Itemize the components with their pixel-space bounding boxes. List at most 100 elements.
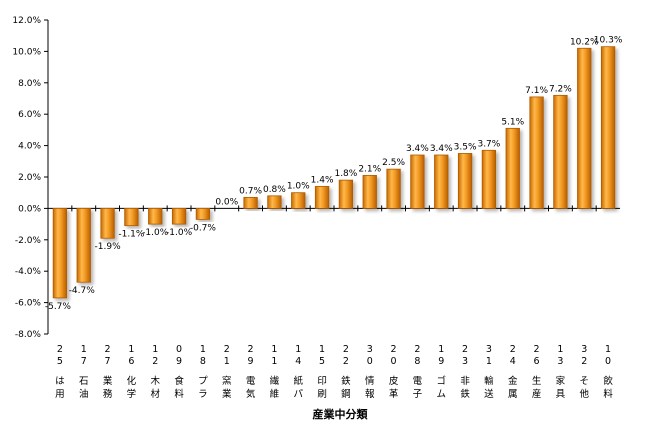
data-label: 0.0% — [215, 197, 238, 207]
category-name-char: 情 — [365, 375, 375, 387]
data-label: -5.7% — [45, 302, 72, 312]
category-code-digit: 2 — [343, 344, 349, 355]
data-label: 0.8% — [263, 185, 286, 195]
category-code-digit: 1 — [486, 356, 492, 367]
category-code-digit: 7 — [81, 356, 87, 367]
category-name-char: 業 — [103, 375, 113, 387]
bar — [148, 207, 163, 225]
data-label: 1.0% — [287, 182, 310, 192]
category-code-digit: 1 — [128, 344, 134, 355]
bar — [505, 127, 520, 209]
y-tick-label: -6.0% — [15, 299, 42, 309]
data-label: 2.5% — [382, 158, 405, 168]
category-code-digit: 2 — [391, 344, 397, 355]
bar — [338, 179, 354, 209]
data-label: 1.4% — [311, 175, 334, 185]
category-code-digit: 9 — [176, 356, 182, 367]
y-tick-label: -4.0% — [15, 267, 42, 277]
category-name-char: 飲 — [603, 375, 613, 387]
category-code-digit: 2 — [534, 344, 540, 355]
category-name-char: 生 — [532, 375, 542, 387]
category-code-digit: 1 — [271, 344, 277, 355]
category-name-char: 非 — [460, 375, 470, 387]
category-name-char: 送 — [484, 388, 494, 400]
category-name-char: 家 — [556, 375, 566, 387]
data-label: -1.0% — [166, 228, 193, 238]
category-name-char: 子 — [413, 389, 423, 400]
bar — [434, 154, 449, 209]
category-code-digit: 4 — [510, 356, 516, 367]
category-name-char: 金 — [508, 375, 518, 387]
category-name-char: 鉄 — [460, 388, 470, 400]
y-tick-label: 6.0% — [18, 110, 41, 120]
category-code-digit: 2 — [343, 356, 349, 367]
category-name-char: プ — [198, 376, 208, 387]
category-code-digit: 1 — [271, 356, 277, 367]
category-name-char: 属 — [508, 389, 518, 400]
category-code-digit: 8 — [200, 356, 206, 367]
category-name-char: は — [55, 376, 65, 387]
bar — [600, 46, 616, 209]
data-label: 0.7% — [239, 186, 262, 196]
category-code-digit: 0 — [367, 356, 373, 367]
data-label: -1.0% — [142, 228, 169, 238]
bar — [76, 207, 91, 283]
bar — [362, 175, 377, 209]
category-code-digit: 3 — [581, 344, 587, 355]
bar — [267, 195, 282, 209]
category-name-char: 化 — [127, 375, 137, 387]
category-code-digit: 1 — [81, 344, 87, 355]
category-code-digit: 0 — [391, 356, 397, 367]
category-name-char: ム — [436, 389, 446, 400]
category-code-digit: 7 — [105, 356, 111, 367]
category-code-digit: 1 — [295, 344, 301, 355]
category-code-digit: 2 — [248, 344, 254, 355]
bar — [314, 186, 330, 209]
category-code-digit: 0 — [605, 356, 611, 367]
data-label: -1.1% — [118, 230, 145, 240]
data-label: -4.7% — [69, 286, 96, 296]
category-code-digit: 1 — [605, 344, 611, 355]
bar — [195, 207, 211, 220]
category-name-char: 紙 — [293, 375, 303, 387]
category-name-char: 他 — [579, 388, 589, 400]
bar — [386, 168, 401, 209]
y-tick-label: 4.0% — [18, 142, 41, 152]
category-code-digit: 3 — [557, 356, 563, 367]
category-name-char: 木 — [150, 375, 160, 387]
category-name-char: そ — [579, 376, 589, 387]
category-name-char: 気 — [246, 388, 256, 400]
data-label: 3.4% — [406, 144, 429, 154]
category-code-digit: 1 — [224, 356, 230, 367]
category-name-char: 報 — [365, 389, 375, 400]
category-code-digit: 2 — [152, 356, 158, 367]
category-code-digit: 5 — [57, 356, 63, 367]
category-name-char: 鉄 — [341, 375, 351, 387]
category-code-digit: 2 — [510, 344, 516, 355]
bar — [52, 207, 68, 299]
category-name-char: 維 — [270, 388, 280, 400]
category-name-char: 電 — [246, 376, 256, 387]
bar — [529, 96, 544, 209]
category-name-char: 食 — [174, 375, 184, 387]
category-code-digit: 1 — [152, 344, 158, 355]
category-code-digit: 6 — [128, 356, 134, 367]
category-code-digit: 1 — [557, 344, 563, 355]
bar — [171, 207, 187, 225]
y-tick-label: 10.0% — [12, 47, 41, 57]
category-code-digit: 8 — [414, 356, 420, 367]
category-name-char: ゴ — [436, 375, 446, 387]
bar — [577, 47, 592, 209]
category-name-char: 務 — [103, 388, 113, 400]
category-code-digit: 3 — [486, 344, 492, 355]
category-code-digit: 3 — [367, 344, 373, 355]
bar — [410, 154, 425, 209]
category-name-char: 刷 — [317, 389, 327, 400]
data-label: 7.2% — [549, 84, 572, 94]
bar — [243, 197, 258, 209]
data-label: 5.1% — [501, 117, 524, 127]
category-code-digit: 1 — [438, 344, 444, 355]
category-name-char: 輸 — [484, 375, 494, 387]
data-label: 7.1% — [525, 86, 548, 96]
